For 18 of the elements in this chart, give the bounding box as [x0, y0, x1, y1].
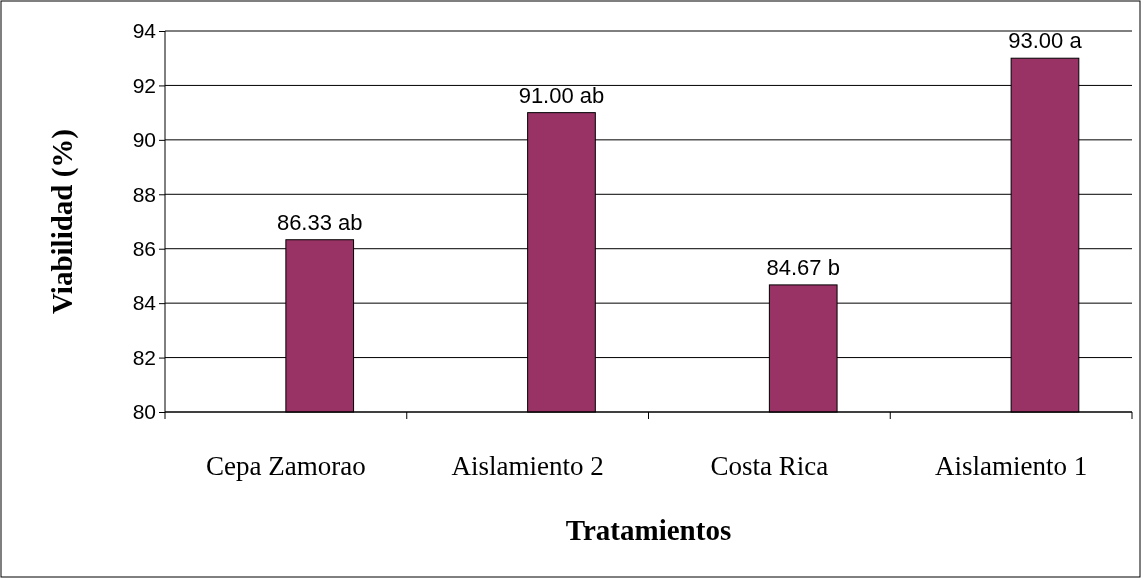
data-label: 84.67 b	[766, 254, 840, 280]
y-tick-label: 86	[132, 236, 156, 260]
y-tick-label: 94	[132, 19, 157, 43]
y-tick-label: 92	[132, 73, 156, 97]
data-label: 91.00 ab	[518, 82, 605, 108]
x-axis-title: Tratamientos	[565, 514, 732, 546]
y-tick-label: 88	[132, 182, 156, 206]
y-axis-title: Viabilidad (%)	[46, 128, 79, 315]
x-tick-label: Cepa Zamorao	[206, 451, 366, 481]
x-tick-label: Aislamiento 2	[451, 451, 604, 481]
x-tick-label: Costa Rica	[710, 451, 829, 481]
y-tick-label: 80	[132, 400, 156, 424]
data-label: 93.00 a	[1008, 28, 1083, 54]
y-tick-label: 90	[132, 128, 156, 152]
data-label: 86.33 ab	[276, 209, 363, 235]
x-tick-label: Aislamiento 1	[935, 451, 1088, 481]
y-tick-label: 82	[132, 345, 156, 369]
y-tick-label: 84	[132, 291, 157, 315]
